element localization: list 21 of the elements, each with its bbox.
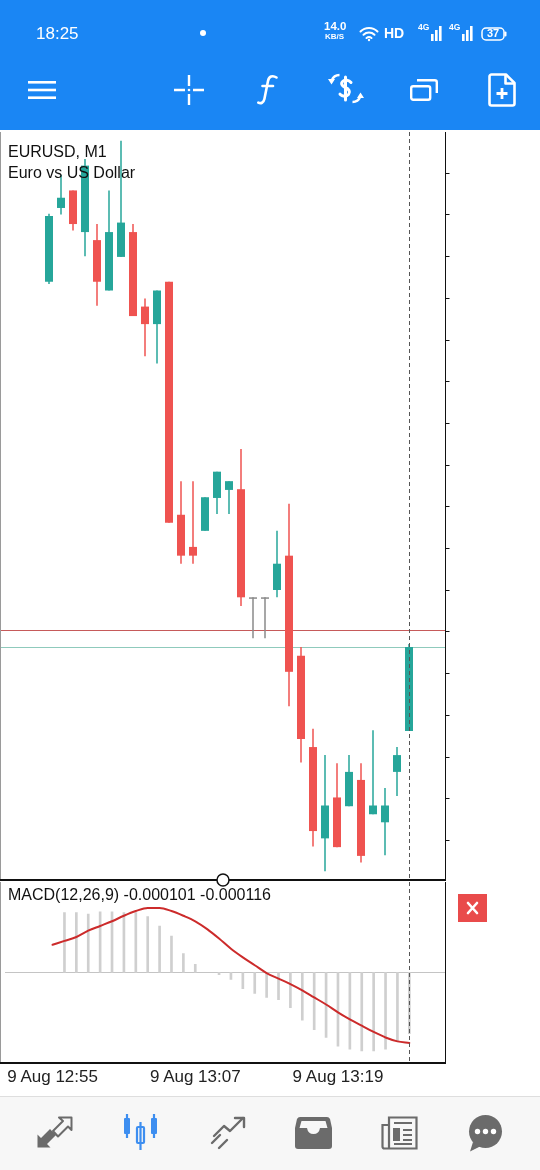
x-tick-label: 9 Aug 13:07 [149,1067,241,1087]
text: 4G [418,22,430,32]
text: HD [384,25,405,41]
text: KB/S [325,32,345,41]
chart-title: EURUSD, M1 [8,143,107,161]
bar [265,971,268,998]
candlestick [225,480,233,515]
text: 37 [487,27,500,39]
chart-title: MACD(12,26,9) -0.000101 -0.000116 [8,886,272,904]
candlestick [393,746,401,797]
candlestick [141,297,149,357]
text: 18:25 [36,24,79,43]
candlestick [249,596,257,639]
x-tick-label: 9 Aug 12:55 [7,1067,98,1087]
candlestick [369,729,377,816]
x-tick-label: 9 Aug 13:19 [292,1067,384,1087]
candlestick [189,480,197,565]
candlestick [261,596,269,639]
text: 4G [449,22,461,32]
candlestick [381,787,389,856]
text: 14.0 [324,20,347,33]
